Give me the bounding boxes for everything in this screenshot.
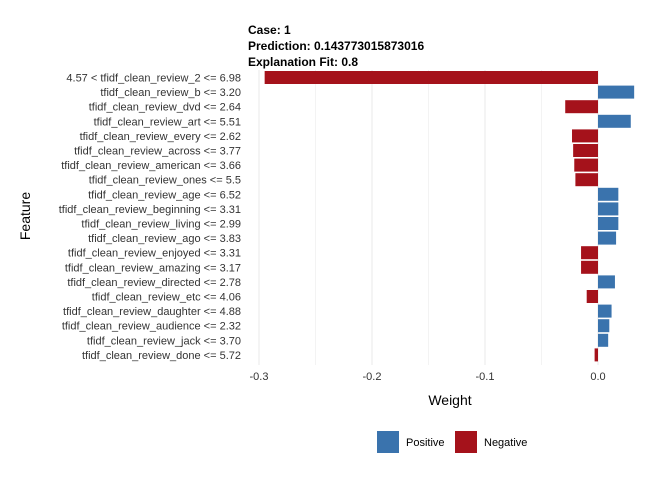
feature-label: tfidf_clean_review_living <= 2.99 <box>81 219 241 231</box>
feature-label: tfidf_clean_review_dvd <= 2.64 <box>89 102 241 114</box>
case-label: Case: 1 <box>248 23 291 37</box>
feature-label: tfidf_clean_review_done <= 5.72 <box>82 350 241 362</box>
feature-label: tfidf_clean_review_every <= 2.62 <box>80 131 241 143</box>
x-tick-label: -0.2 <box>363 371 382 383</box>
explanation-fit-label: Explanation Fit: 0.8 <box>248 55 358 69</box>
x-tick-label: -0.3 <box>250 371 269 383</box>
legend-swatch-negative <box>455 431 477 453</box>
feature-label: tfidf_clean_review_directed <= 2.78 <box>67 277 241 289</box>
bar-negative <box>581 246 598 260</box>
feature-label: tfidf_clean_review_jack <= 3.70 <box>87 335 241 347</box>
feature-label: tfidf_clean_review_american <= 3.66 <box>61 160 241 172</box>
legend-label-negative: Negative <box>484 437 527 449</box>
feature-label: tfidf_clean_review_beginning <= 3.31 <box>59 204 241 216</box>
bar-negative <box>575 173 598 187</box>
feature-label: tfidf_clean_review_across <= 3.77 <box>74 146 241 158</box>
feature-label: tfidf_clean_review_b <= 3.20 <box>100 87 241 99</box>
x-tick-labels: -0.3 -0.2 -0.1 0.0 <box>250 371 606 383</box>
bar-negative <box>264 71 598 84</box>
bar-positive <box>598 333 609 347</box>
feature-label: tfidf_clean_review_ago <= 3.83 <box>88 233 241 245</box>
bar-positive <box>598 231 617 245</box>
feature-label: tfidf_clean_review_amazing <= 3.17 <box>65 262 241 274</box>
feature-label: tfidf_clean_review_art <= 5.51 <box>94 116 241 128</box>
y-axis-title: Feature <box>17 192 33 240</box>
bar-positive <box>598 319 610 333</box>
feature-label: tfidf_clean_review_age <= 6.52 <box>88 189 241 201</box>
legend-swatch-positive <box>377 431 399 453</box>
bar-negative <box>565 100 598 114</box>
legend-label-positive: Positive <box>406 437 445 449</box>
feature-label: tfidf_clean_review_audience <= 2.32 <box>62 321 241 333</box>
prediction-label: Prediction: 0.143773015873016 <box>248 39 424 53</box>
legend: Positive Negative <box>377 431 527 453</box>
feature-label: tfidf_clean_review_enjoyed <= 3.31 <box>68 248 241 260</box>
feature-label: tfidf_clean_review_ones <= 5.5 <box>89 175 241 187</box>
bar-negative <box>572 129 598 143</box>
bar-positive <box>598 114 631 128</box>
x-tick-label: 0.0 <box>590 371 605 383</box>
feature-label: tfidf_clean_review_etc <= 4.06 <box>92 292 241 304</box>
grid-lines <box>258 70 599 365</box>
x-tick-label: -0.1 <box>476 371 495 383</box>
bar-negative <box>581 260 598 274</box>
feature-labels: 4.57 < tfidf_clean_review_2 <= 6.98 tfidf… <box>59 73 241 362</box>
feature-label: tfidf_clean_review_daughter <= 4.88 <box>63 306 241 318</box>
bar-negative <box>574 158 598 172</box>
bar-positive <box>598 217 619 230</box>
x-axis-title: Weight <box>428 392 471 408</box>
feature-label: 4.57 < tfidf_clean_review_2 <= 6.98 <box>66 73 241 85</box>
bar-negative <box>594 348 598 362</box>
bar-negative <box>586 290 598 303</box>
bar-positive <box>598 187 619 201</box>
bar-positive <box>598 275 615 289</box>
bar-positive <box>598 304 612 318</box>
bar-negative <box>573 144 598 157</box>
bars <box>264 71 635 362</box>
bar-positive <box>598 85 635 99</box>
bar-positive <box>598 202 619 216</box>
